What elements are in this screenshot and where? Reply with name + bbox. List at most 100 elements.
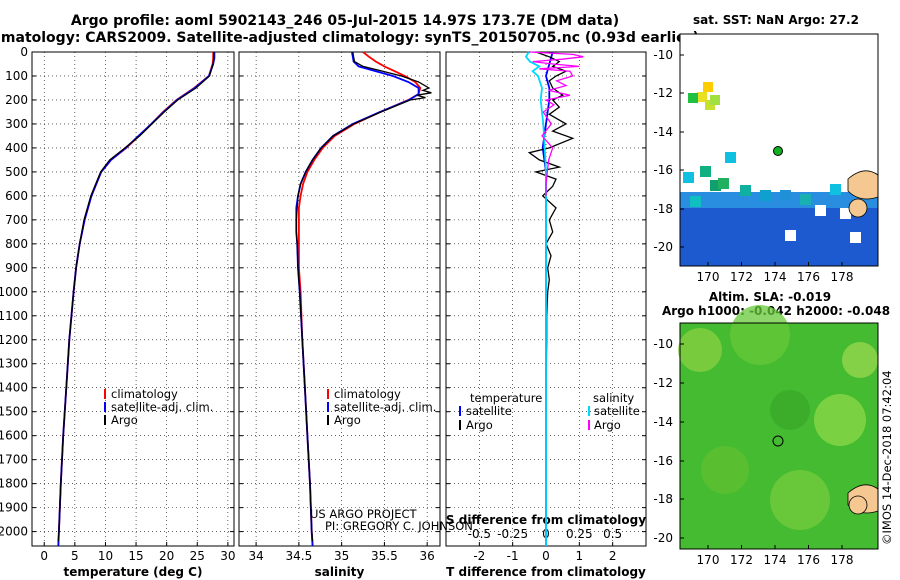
- x-tick-label: 30: [220, 549, 235, 563]
- imos-stamp: ©IMOS 14-Dec-2018 07:42:04: [880, 370, 894, 545]
- map-y-tick-label: -14: [653, 125, 673, 139]
- sla-map: 170 172 174 176 178 -10 -12 -14 -16 -18 -20: [653, 305, 879, 567]
- sst-cell: [815, 205, 826, 216]
- depth-tick-label: 1100: [0, 309, 28, 323]
- legend-label: Argo: [466, 418, 493, 432]
- depth-tick-label: 1000: [0, 285, 28, 299]
- x-tick-label: 0: [40, 549, 48, 563]
- x-tick-label: 34.5: [286, 549, 313, 563]
- sla-anomaly-patch: [770, 470, 830, 530]
- x-tick-label: 36: [420, 549, 435, 563]
- panel-frame: [238, 51, 441, 547]
- sla-anomaly-patch: [814, 394, 866, 446]
- x-top-tick-label: 0.5: [603, 527, 622, 541]
- legend-label: Argo: [334, 413, 361, 427]
- panel-frame: [31, 51, 235, 547]
- sst-cell-warm: [710, 95, 720, 105]
- x-tick-label: 35.5: [371, 549, 398, 563]
- x-tick-label: 1: [576, 549, 584, 563]
- legend-label: satellite-adj. clim.: [334, 400, 436, 414]
- sst-map: 170 172 174 176 178 -10 -12 -14 -16 -18 -20: [653, 33, 879, 284]
- series-line-climatology: [57, 52, 215, 547]
- x-tick-label: 25: [190, 549, 205, 563]
- legend-label: climatology: [334, 387, 401, 401]
- x-tick-label: 0: [542, 549, 550, 563]
- sst-cell: [690, 196, 701, 207]
- sst-cell: [710, 180, 721, 191]
- depth-tick-label: 1800: [0, 477, 28, 491]
- sst-cell: [683, 172, 694, 183]
- sla-anomaly-patch: [678, 328, 722, 372]
- island-shape: [848, 495, 868, 515]
- series-line-argo: [57, 52, 215, 542]
- series-line-satellite-adj-clim-: [57, 52, 216, 547]
- series-line-s-satellite: [524, 51, 547, 546]
- depth-tick-label: 2000: [0, 525, 28, 539]
- x-axis-label: temperature (deg C): [64, 565, 203, 579]
- map-x-tick-label: 174: [764, 270, 787, 284]
- map-y-tick-label: -10: [653, 48, 673, 62]
- argo-location-marker: [772, 435, 784, 447]
- map-y-tick-label: -10: [653, 337, 673, 351]
- x-top-tick-label: -0.25: [497, 527, 528, 541]
- map-x-tick-label: 178: [831, 553, 854, 567]
- legend-title-temperature: temperature: [470, 391, 542, 405]
- depth-axis-labels: 0 100 200 300 400 500 600 700 800 900 1000 1100 1200…: [0, 45, 28, 539]
- map-y-tick-label: -12: [653, 86, 673, 100]
- depth-tick-label: 1400: [0, 381, 28, 395]
- depth-tick-label: 1700: [0, 453, 28, 467]
- depth-tick-label: 1600: [0, 429, 28, 443]
- legend-label: climatology: [111, 387, 178, 401]
- depth-tick-label: 300: [5, 117, 28, 131]
- header-line2: Climatology: CARS2009. Satellite-adjuste…: [0, 30, 699, 46]
- sst-cell: [718, 178, 729, 189]
- x-tick-label: -2: [473, 549, 485, 563]
- x-tick-label: 10: [98, 549, 113, 563]
- sst-band-mid: [680, 192, 878, 208]
- depth-tick-label: 600: [5, 189, 28, 203]
- depth-tick-label: 900: [5, 261, 28, 275]
- x-tick-label: 5: [71, 549, 79, 563]
- depth-tick-label: 700: [5, 213, 28, 227]
- depth-tick-label: 500: [5, 165, 28, 179]
- legend-label: Argo: [594, 418, 621, 432]
- sst-cell: [725, 152, 736, 163]
- legend-label: satellite-adj. clim.: [111, 400, 213, 414]
- sst-cell: [830, 184, 841, 195]
- depth-tick-label: 1200: [0, 333, 28, 347]
- credit-line2: PI: GREGORY C. JOHNSON: [325, 519, 473, 533]
- sst-cell-warm: [697, 92, 707, 102]
- depth-tick-label: 400: [5, 141, 28, 155]
- map-y-tick-label: -20: [653, 240, 673, 254]
- x-tick-label: 34: [248, 549, 263, 563]
- map-x-tick-label: 176: [797, 553, 820, 567]
- sst-cell: [850, 232, 861, 243]
- map-y-tick-label: -16: [653, 163, 673, 177]
- series-line-satellite-adj-clim-: [295, 51, 420, 547]
- x-tick-label: 15: [128, 549, 143, 563]
- x-top-tick-label: -0.5: [468, 527, 491, 541]
- map-y-tick-label: -18: [653, 202, 673, 216]
- sst-cell-warm: [688, 93, 698, 103]
- depth-tick-label: 1300: [0, 357, 28, 371]
- depth-tick-label: 0: [20, 45, 28, 59]
- series-line-argo: [295, 51, 432, 542]
- legend-title-salinity: salinity: [593, 391, 634, 405]
- x-axis-label: T difference from climatology: [446, 565, 646, 579]
- x-top-tick-label: 0.25: [566, 527, 593, 541]
- map-y-tick-label: -18: [653, 492, 673, 506]
- sst-cell: [740, 185, 751, 196]
- depth-tick-label: 100: [5, 69, 28, 83]
- sla-anomaly-patch: [770, 390, 810, 430]
- sst-cell: [800, 194, 811, 205]
- legend-label: Argo: [111, 413, 138, 427]
- map-y-tick-label: -16: [653, 454, 673, 468]
- map-x-tick-label: 170: [697, 553, 720, 567]
- depth-tick-label: 800: [5, 237, 28, 251]
- sst-cell: [840, 208, 851, 219]
- salinity-panel: 34 34.5 35 35.5 36 salinity climatologysatelli…: [238, 51, 441, 579]
- island-shape: [847, 170, 879, 200]
- depth-tick-label: 1500: [0, 405, 28, 419]
- temperature-panel: 0 5 10 15 20 25 30 temperature (deg C) climatolo…: [31, 51, 236, 579]
